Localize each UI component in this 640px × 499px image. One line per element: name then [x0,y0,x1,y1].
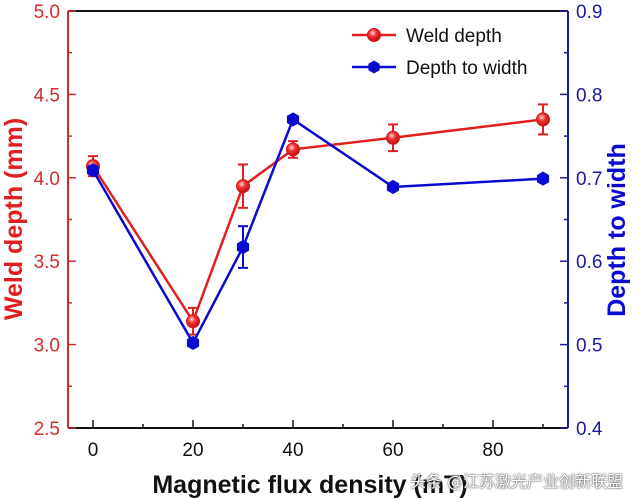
legend: Weld depth Depth to width [352,26,527,79]
right-y-axis: 0.4 0.5 0.6 0.7 0.8 0.9 [560,2,603,440]
data-point [536,171,550,186]
left-tick-label: 5.0 [34,2,60,23]
data-point [236,239,250,255]
x-axis-label: Magnetic flux density (mT) [152,471,467,499]
data-point [186,335,200,350]
legend-marker [368,60,380,74]
left-tick-label: 4.0 [34,169,60,190]
left-tick-label: 2.5 [34,419,60,440]
right-tick-label: 0.4 [576,419,603,440]
data-point [536,112,550,127]
legend-item-weld-depth: Weld depth [352,26,502,47]
x-tick-label: 20 [182,440,203,461]
legend-item-depth-to-width: Depth to width [352,58,527,79]
left-tick-label: 4.5 [34,85,60,106]
x-tick-label: 80 [482,440,503,461]
series-line-depth-to-width [91,117,544,346]
data-point [386,179,400,195]
x-tick-label: 40 [282,440,303,461]
series-layer [86,103,550,350]
legend-marker [367,28,381,42]
left-y-axis-label: Weld depth (mm) [0,118,28,320]
series-line-weld-depth [91,118,544,325]
right-tick-label: 0.8 [576,85,602,106]
data-point [186,314,200,329]
legend-label: Weld depth [406,26,502,47]
right-y-axis-label: Depth to width [603,143,631,317]
data-point [86,163,100,178]
x-axis: 0 20 40 60 80 [88,420,544,461]
left-tick-label: 3.5 [34,252,60,273]
left-tick-label: 3.0 [34,336,60,357]
right-tick-label: 0.7 [576,169,602,190]
series-weld-depth [86,103,550,336]
data-point [386,130,400,145]
data-point [286,142,300,157]
x-tick-label: 60 [382,440,403,461]
x-tick-label: 0 [88,440,99,461]
left-y-axis: 2.5 3.0 3.5 4.0 4.5 5.0 [34,2,76,440]
data-point [236,179,250,194]
legend-label: Depth to width [406,58,527,79]
series-depth-to-width [86,112,550,350]
right-tick-label: 0.5 [576,336,602,357]
right-tick-label: 0.9 [576,2,602,23]
right-tick-label: 0.6 [576,252,602,273]
watermark: 头条 @江苏激光产业创新联盟 [410,472,624,491]
data-point [286,112,300,127]
